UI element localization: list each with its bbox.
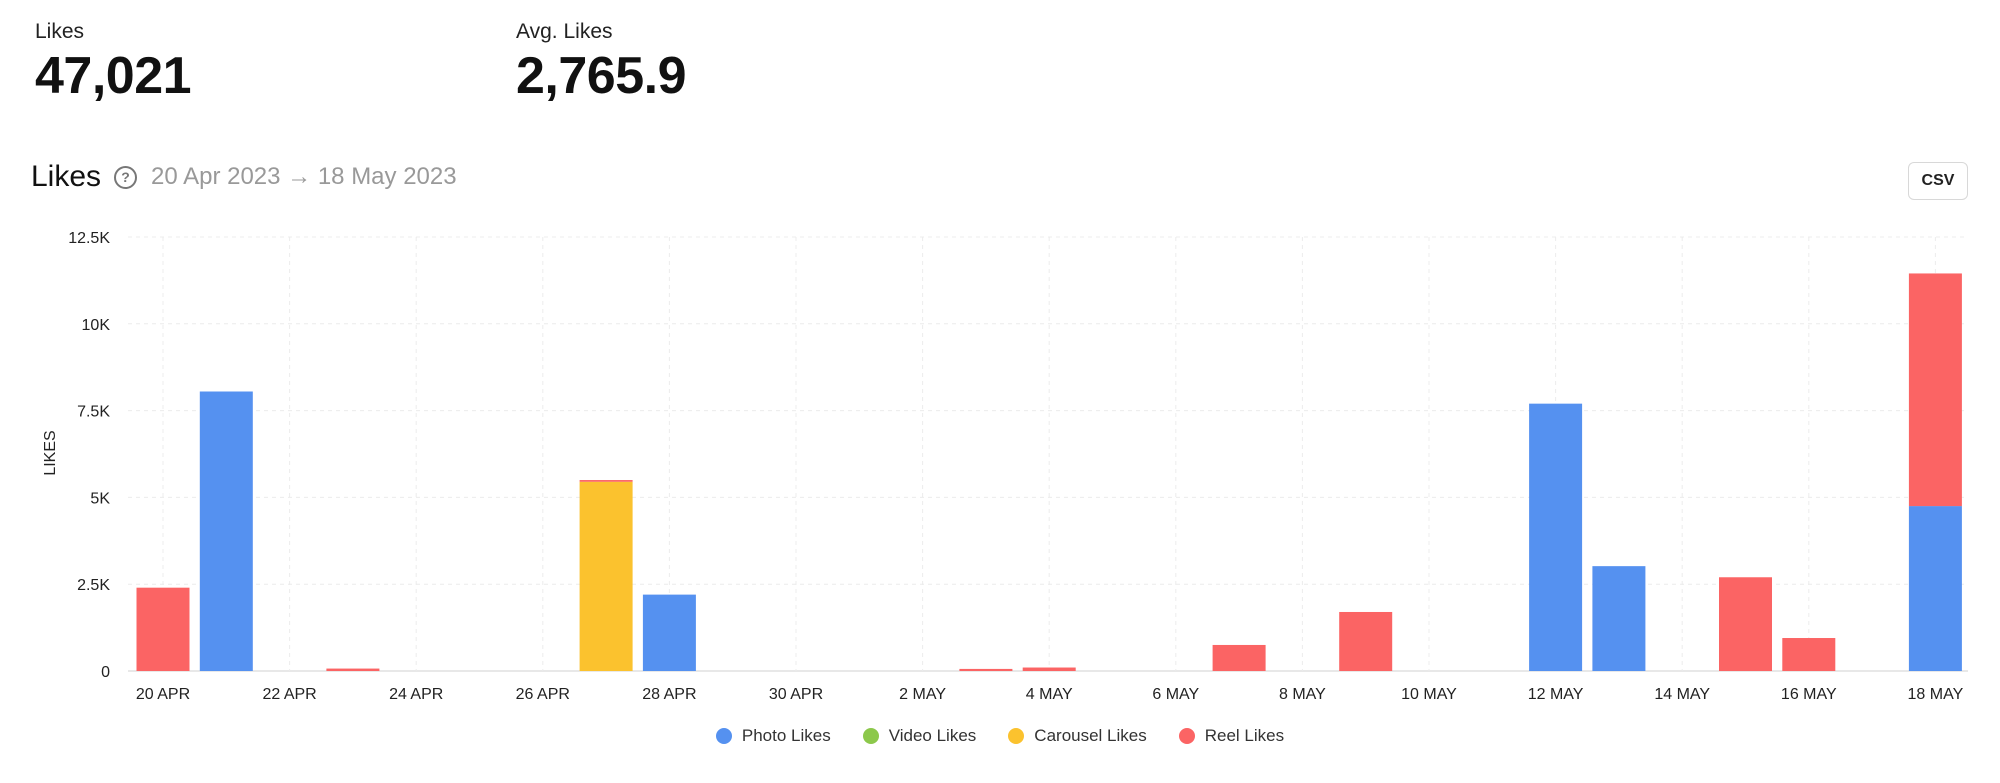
x-tick-label: 14 MAY: [1654, 686, 1710, 703]
x-tick-label: 2 MAY: [899, 686, 946, 703]
bar-reel-likes[interactable]: [1212, 644, 1266, 671]
likes-stat: Likes 47,021: [35, 20, 192, 106]
y-axis-label: LIKES: [42, 430, 59, 475]
legend-dot-icon: [1008, 728, 1025, 744]
bar-photo-likes[interactable]: [1908, 506, 1962, 671]
y-tick-label: 0: [101, 664, 110, 681]
avg-likes-stat: Avg. Likes 2,765.9: [516, 20, 687, 106]
x-tick-label: 16 MAY: [1781, 686, 1837, 703]
legend-item-carousel-likes[interactable]: Carousel Likes: [1008, 726, 1147, 746]
avg-likes-stat-label: Avg. Likes: [516, 20, 613, 43]
avg-likes-stat-value: 2,765.9: [516, 47, 687, 105]
bar-photo-likes[interactable]: [1529, 403, 1583, 671]
x-tick-label: 6 MAY: [1152, 686, 1199, 703]
x-tick-label: 20 APR: [136, 686, 190, 703]
x-tick-label: 8 MAY: [1279, 686, 1326, 703]
bar-reel-likes[interactable]: [1719, 577, 1772, 671]
x-tick-label: 26 APR: [516, 686, 570, 703]
bar-reel-likes[interactable]: [326, 668, 380, 671]
legend-label: Video Likes: [888, 726, 977, 745]
x-tick-label: 30 APR: [769, 686, 823, 703]
bar-photo-likes[interactable]: [199, 391, 253, 671]
legend-item-video-likes[interactable]: Video Likes: [862, 726, 977, 746]
legend-label: Photo Likes: [741, 726, 831, 745]
legend-label: Reel Likes: [1204, 726, 1285, 745]
bar-reel-likes[interactable]: [1782, 638, 1836, 671]
y-tick-label: 5K: [90, 490, 110, 507]
bar-reel-likes[interactable]: [1339, 611, 1393, 671]
x-tick-label: 12 MAY: [1528, 686, 1584, 703]
y-tick-label: 12.5K: [68, 230, 110, 247]
legend-dot-icon: [715, 728, 732, 744]
x-tick-label: 24 APR: [389, 686, 443, 703]
bar-reel-likes[interactable]: [579, 480, 633, 482]
y-tick-label: 2.5K: [77, 577, 110, 594]
x-tick-label: 22 APR: [262, 686, 316, 703]
bar-reel-likes[interactable]: [1908, 273, 1962, 507]
likes-stat-value: 47,021: [35, 47, 192, 105]
bar-carousel-likes[interactable]: [579, 481, 633, 671]
date-range: 20 Apr 2023 → 18 May 2023: [151, 163, 457, 190]
bar-reel-likes[interactable]: [959, 668, 1013, 671]
x-tick-label: 4 MAY: [1026, 686, 1073, 703]
legend-item-photo-likes[interactable]: Photo Likes: [715, 726, 831, 746]
bars: [136, 273, 1962, 671]
legend: Photo Likes Video Likes Carousel Likes Reel…: [0, 726, 2000, 746]
y-tick-label: 10K: [82, 317, 111, 334]
chart-title: Likes: [31, 160, 102, 193]
csv-export-button[interactable]: CSV: [1908, 162, 1968, 200]
bar-photo-likes[interactable]: [642, 594, 696, 671]
y-axis-ticks: 0 2.5K 5K 7.5K 10K 12.5K: [68, 230, 110, 681]
x-axis-ticks: 20 APR 22 APR 24 APR 26 APR 28 APR 30 APR 2 MA…: [136, 686, 1964, 703]
bar-photo-likes[interactable]: [1592, 566, 1646, 671]
bar-reel-likes[interactable]: [136, 587, 190, 671]
legend-dot-icon: [1178, 728, 1195, 744]
y-tick-label: 7.5K: [77, 404, 110, 421]
likes-stat-label: Likes: [35, 20, 85, 43]
x-tick-label: 10 MAY: [1401, 686, 1457, 703]
legend-item-reel-likes[interactable]: Reel Likes: [1178, 726, 1285, 746]
bar-reel-likes[interactable]: [1022, 667, 1076, 671]
x-tick-label: 28 APR: [642, 686, 696, 703]
x-tick-label: 18 MAY: [1908, 686, 1964, 703]
grid: [128, 236, 1968, 672]
chart-header: Likes ? 20 Apr 2023 → 18 May 2023: [31, 160, 457, 194]
question-circle-icon[interactable]: ?: [114, 165, 138, 189]
legend-dot-icon: [862, 728, 879, 744]
legend-label: Carousel Likes: [1034, 726, 1147, 745]
